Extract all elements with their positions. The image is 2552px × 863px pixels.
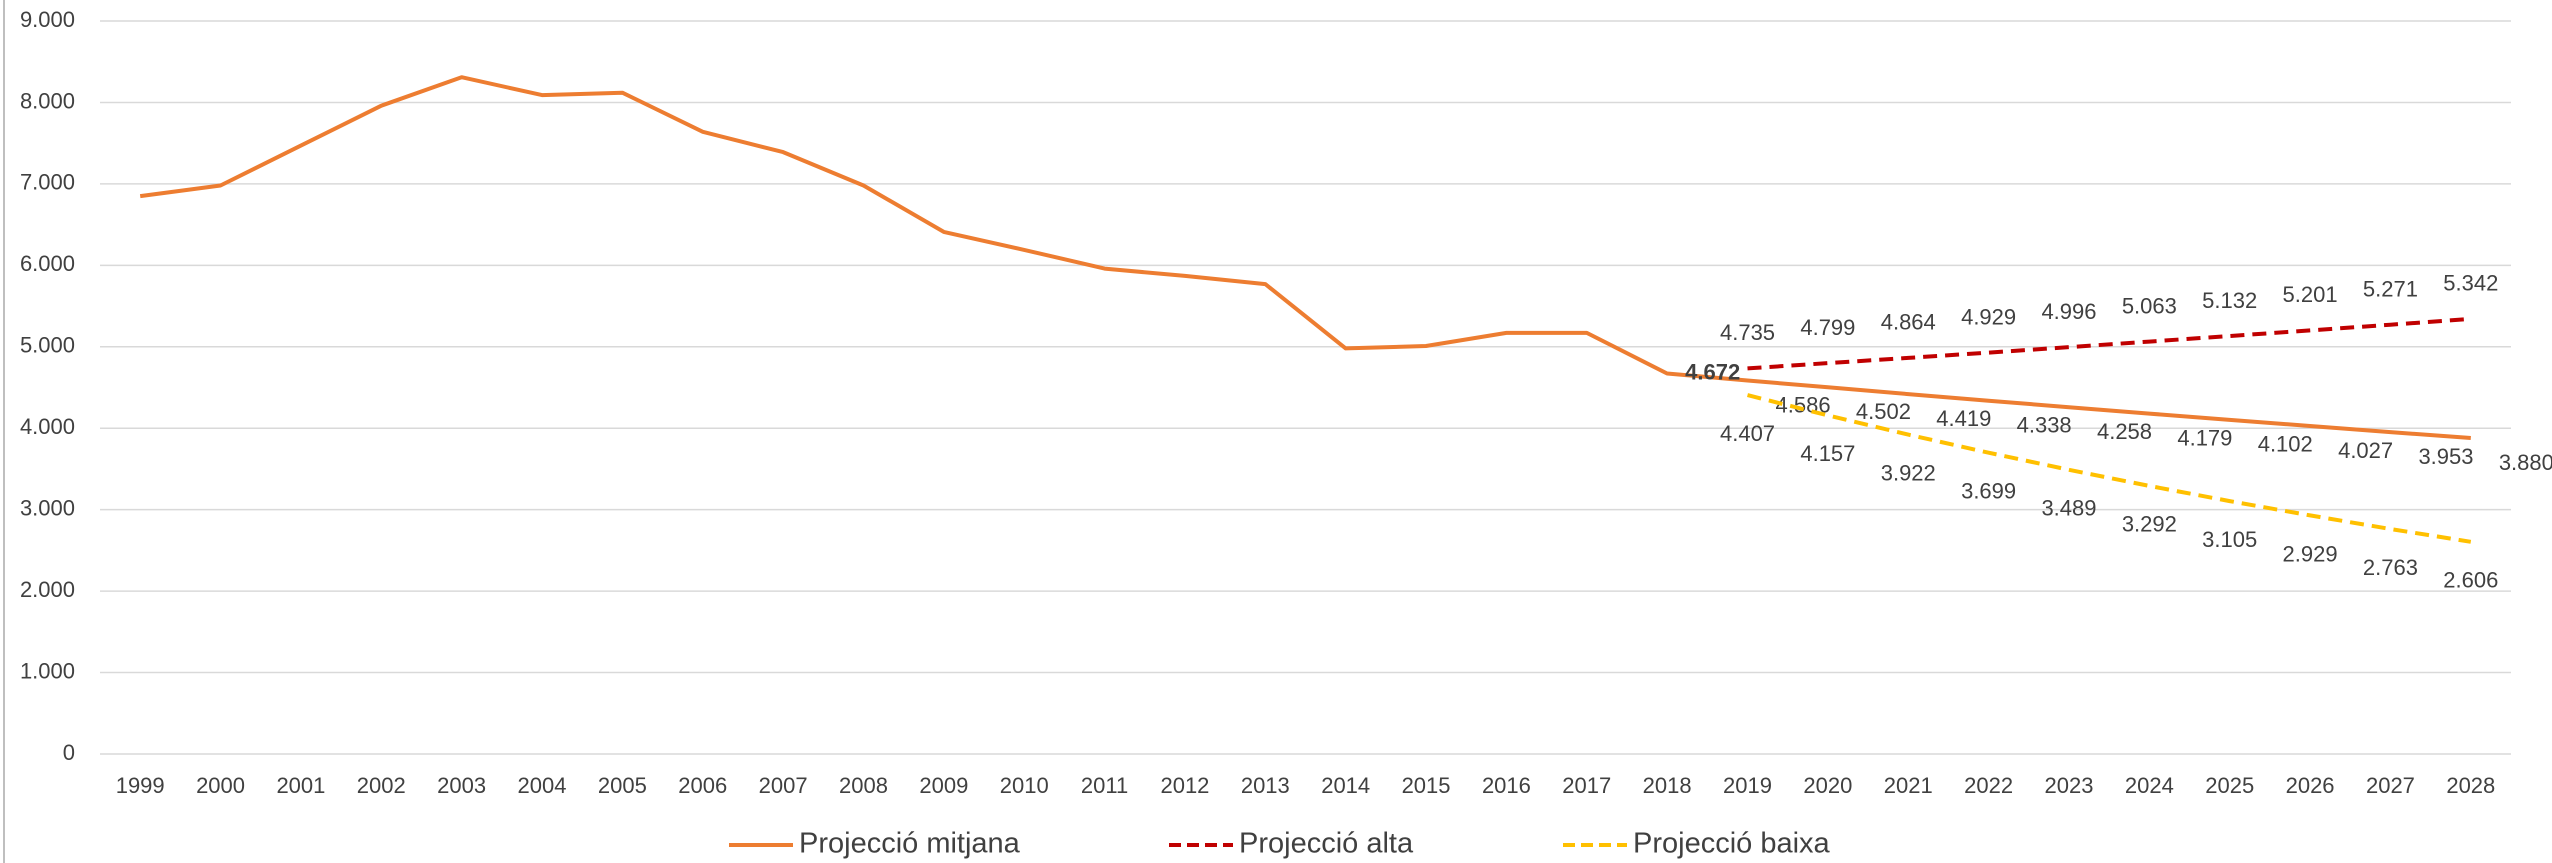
data-label: 5.342 xyxy=(2443,271,2498,296)
x-tick-label: 2024 xyxy=(2125,773,2174,798)
x-tick-label: 2002 xyxy=(357,773,406,798)
x-tick-label: 2011 xyxy=(1081,773,1128,798)
x-tick-label: 2000 xyxy=(196,773,245,798)
y-tick-label: 0 xyxy=(63,740,75,765)
data-label: 4.102 xyxy=(2258,432,2313,457)
data-label: 4.735 xyxy=(1720,320,1775,345)
x-tick-label: 2016 xyxy=(1482,773,1531,798)
data-label: 5.201 xyxy=(2283,282,2338,307)
legend-label: Projecció alta xyxy=(1239,828,1414,860)
x-tick-label: 2026 xyxy=(2286,773,2335,798)
x-tick-label: 2020 xyxy=(1803,773,1852,798)
data-label: 4.338 xyxy=(2017,413,2072,438)
data-label: 3.953 xyxy=(2418,444,2473,469)
y-tick-label: 3.000 xyxy=(20,495,75,520)
data-label: 4.419 xyxy=(1936,406,1991,431)
x-tick-label: 2005 xyxy=(598,773,647,798)
x-tick-label: 2007 xyxy=(759,773,808,798)
data-label: 4.027 xyxy=(2338,438,2393,463)
y-tick-label: 6.000 xyxy=(20,251,75,276)
y-tick-label: 2.000 xyxy=(20,577,75,602)
data-label: 4.502 xyxy=(1856,399,1911,424)
x-tick-label: 2013 xyxy=(1241,773,1290,798)
x-tick-label: 2017 xyxy=(1562,773,1611,798)
y-tick-label: 8.000 xyxy=(20,88,75,113)
data-label: 5.271 xyxy=(2363,277,2418,302)
x-tick-label: 2014 xyxy=(1321,773,1370,798)
y-tick-label: 4.000 xyxy=(20,414,75,439)
x-tick-label: 2015 xyxy=(1402,773,1451,798)
legend-label: Projecció mitjana xyxy=(799,828,1021,860)
data-label: 4.672 xyxy=(1685,359,1740,384)
data-label: 5.132 xyxy=(2202,288,2257,313)
y-tick-label: 9.000 xyxy=(20,7,75,32)
x-tick-label: 2004 xyxy=(518,773,567,798)
x-tick-label: 2021 xyxy=(1884,773,1933,798)
data-label: 5.063 xyxy=(2122,293,2177,318)
data-label: 4.799 xyxy=(1800,315,1855,340)
x-tick-label: 2027 xyxy=(2366,773,2415,798)
data-label: 4.258 xyxy=(2097,419,2152,444)
y-tick-label: 1.000 xyxy=(20,658,75,683)
data-label: 4.864 xyxy=(1881,310,1936,335)
series-line xyxy=(1747,393,2472,544)
data-label: 3.292 xyxy=(2122,512,2177,537)
series-line xyxy=(139,75,2471,440)
y-tick-label: 5.000 xyxy=(20,333,75,358)
x-tick-label: 2008 xyxy=(839,773,888,798)
x-tick-label: 2010 xyxy=(1000,773,1049,798)
x-tick-label: 2012 xyxy=(1160,773,1209,798)
x-tick-label: 1999 xyxy=(116,773,165,798)
data-label: 4.407 xyxy=(1720,421,1775,446)
x-tick-label: 2009 xyxy=(919,773,968,798)
series-line xyxy=(1747,316,2471,371)
data-label: 2.763 xyxy=(2363,555,2418,580)
data-label: 3.489 xyxy=(2041,496,2096,521)
data-label: 4.929 xyxy=(1961,304,2016,329)
data-label: 4.179 xyxy=(2177,425,2232,450)
legend-label: Projecció baixa xyxy=(1633,828,1831,860)
x-tick-label: 2006 xyxy=(678,773,727,798)
data-label: 3.105 xyxy=(2202,527,2257,552)
data-label: 3.922 xyxy=(1881,460,1936,485)
data-label: 4.996 xyxy=(2041,299,2096,324)
data-label: 2.606 xyxy=(2443,568,2498,593)
data-label: 3.880 xyxy=(2499,450,2552,475)
data-label: 2.929 xyxy=(2283,541,2338,566)
x-tick-label: 2025 xyxy=(2205,773,2254,798)
x-tick-label: 2022 xyxy=(1964,773,2013,798)
x-tick-label: 2028 xyxy=(2446,773,2495,798)
x-tick-label: 2001 xyxy=(276,773,325,798)
x-tick-label: 2018 xyxy=(1643,773,1692,798)
x-tick-label: 2023 xyxy=(2045,773,2094,798)
data-label: 4.157 xyxy=(1800,441,1855,466)
y-tick-label: 7.000 xyxy=(20,170,75,195)
x-tick-label: 2019 xyxy=(1723,773,1772,798)
data-label: 3.699 xyxy=(1961,479,2016,504)
x-tick-label: 2003 xyxy=(437,773,486,798)
